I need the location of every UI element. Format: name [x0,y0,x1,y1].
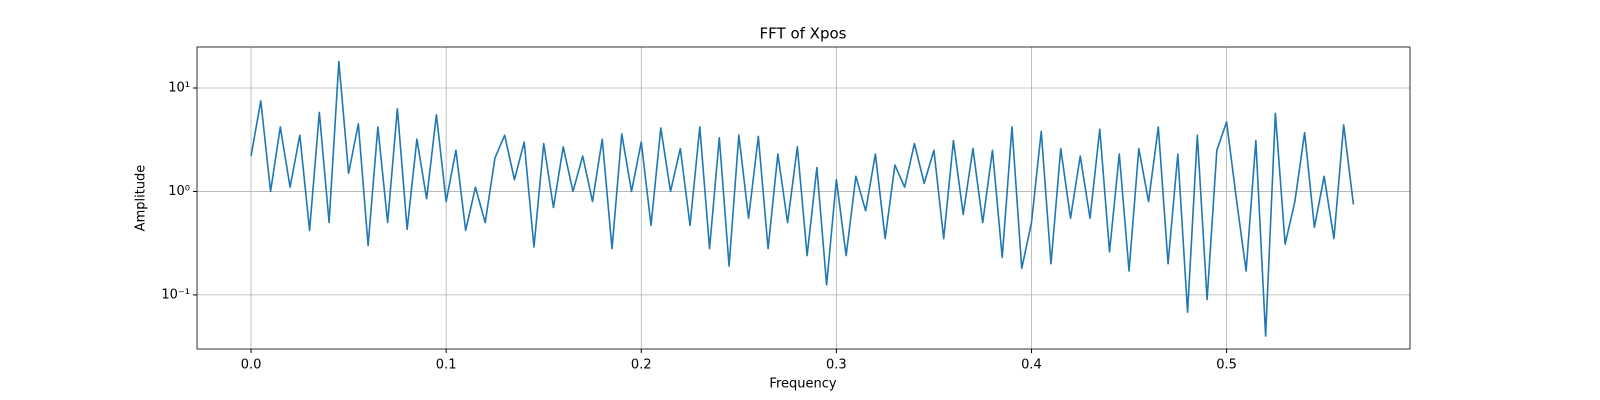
y-tick-label: 10⁰ [168,184,190,199]
x-tick-label: 0.3 [826,358,847,373]
x-tick-label: 0.4 [1021,358,1042,373]
plot-frame [196,46,1411,350]
x-tick-label: 0.5 [1216,358,1237,373]
y-axis-label: Amplitude [134,165,149,232]
x-axis-label: Frequency [769,377,836,392]
data-line [250,60,1355,337]
x-tick-label: 0.0 [241,358,262,373]
y-tick-label: 10⁻¹ [161,287,190,302]
x-tick-label: 0.1 [436,358,457,373]
y-tick-label: 10¹ [168,80,190,95]
x-tick-label: 0.2 [631,358,652,373]
chart-title: FFT of Xpos [760,25,847,43]
